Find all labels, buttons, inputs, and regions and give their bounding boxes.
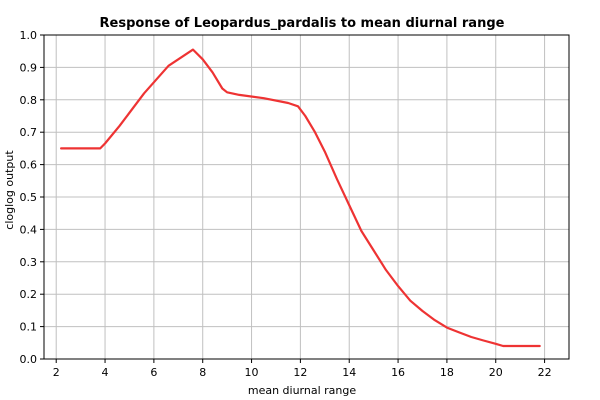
y-tick-label: 0.1 [20,321,38,334]
y-tick-label: 0.0 [20,353,38,366]
x-tick-label: 2 [53,366,60,379]
grid-layer [44,34,569,360]
x-tick-label: 18 [440,366,454,379]
y-tick-label: 0.2 [20,288,38,301]
x-tick-label: 20 [489,366,503,379]
x-tick-label: 10 [245,366,259,379]
x-axis-label: mean diurnal range [248,384,357,397]
axis-layer: 2 4 6 8 10 12 14 16 18 20 22 0.0 0.1 0.2 0.3 0.4 0.5 0.6 0… [20,29,570,379]
y-tick-label: 0.9 [20,61,38,74]
y-tick-label: 0.5 [20,191,38,204]
y-tick-label: 0.3 [20,256,38,269]
y-tick-label: 0.7 [20,126,38,139]
x-tick-label: 4 [102,366,109,379]
y-axis-label: cloglog output [3,150,16,230]
y-tick-label: 0.8 [20,94,38,107]
x-tick-label: 22 [538,366,552,379]
y-tick-label: 1.0 [20,29,38,42]
x-tick-label: 8 [199,366,206,379]
x-tick-label: 16 [391,366,405,379]
plot-frame [43,34,570,360]
x-tick-label: 6 [150,366,157,379]
response-curve-line [59,48,541,348]
y-tick-label: 0.4 [20,223,38,236]
x-tick-label: 14 [342,366,356,379]
series-layer [59,48,541,348]
chart-title: Response of Leopardus_pardalis to mean d… [100,16,505,31]
x-tick-label: 12 [293,366,307,379]
y-tick-label: 0.6 [20,159,38,172]
